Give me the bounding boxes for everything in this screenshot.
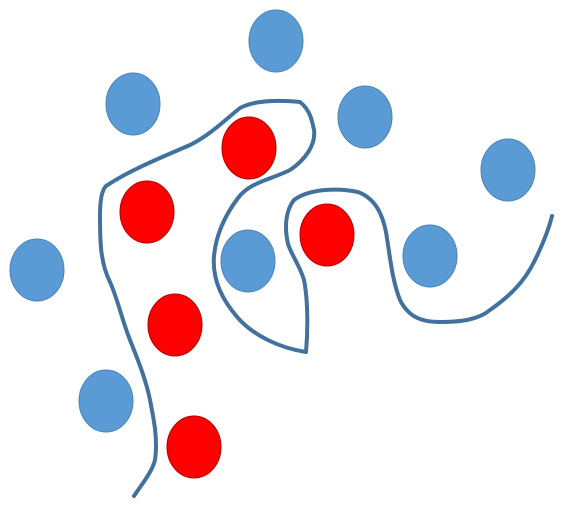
blue-point-1: [248, 9, 304, 73]
blue-point-5: [9, 238, 65, 302]
red-point-2: [119, 180, 175, 244]
blue-point-7: [402, 224, 458, 288]
decision-boundary-curve: [98, 98, 554, 498]
blue-point-2: [105, 72, 161, 136]
blue-point-4: [480, 138, 536, 202]
red-point-4: [147, 293, 203, 357]
blue-point-6: [220, 229, 276, 293]
red-point-1: [221, 116, 277, 180]
red-point-3: [299, 203, 355, 267]
blue-point-3: [337, 85, 393, 149]
class-a-points: [9, 9, 536, 433]
blue-point-8: [78, 369, 134, 433]
class-b-points: [119, 116, 355, 479]
red-point-5: [166, 415, 222, 479]
